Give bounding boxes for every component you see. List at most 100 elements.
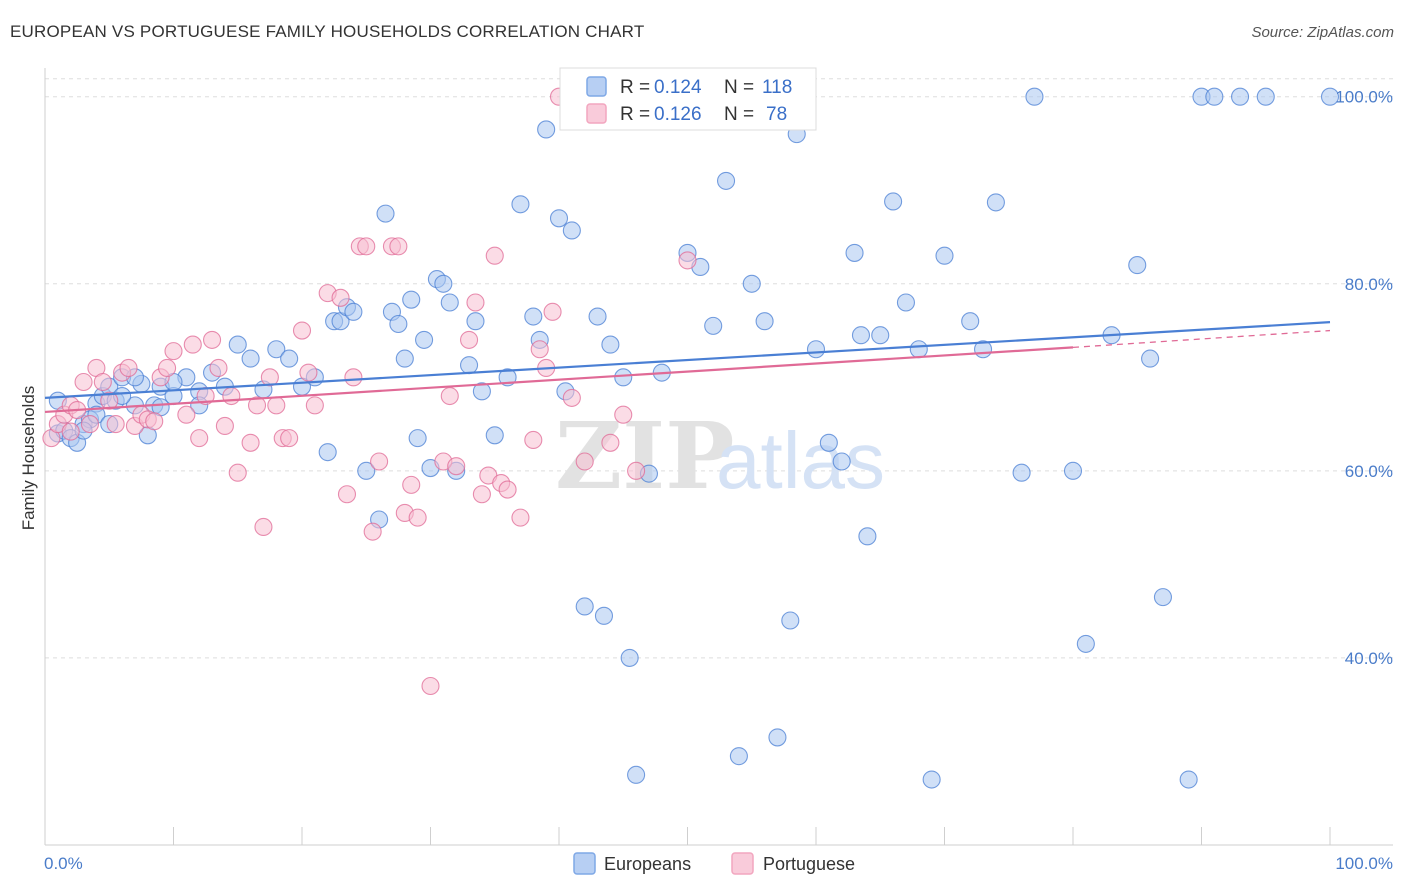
bottom-legend-swatch-europeans	[573, 852, 596, 875]
europeans-point-101	[1153, 588, 1172, 607]
europeans-point-106	[1256, 87, 1275, 106]
portuguese-point-21	[183, 335, 202, 354]
trend-lines	[44, 321, 1331, 414]
portuguese-point-42	[344, 368, 363, 387]
europeans-point-87	[896, 293, 916, 312]
axes	[44, 68, 1393, 846]
europeans-point-95	[1025, 87, 1044, 106]
europeans-point-52	[524, 307, 543, 326]
europeans-point-44	[440, 293, 459, 312]
legend-r-label-0: R =	[620, 77, 650, 98]
portuguese-point-18	[158, 358, 177, 378]
portuguese-point-58	[472, 485, 491, 504]
portuguese-point-16	[145, 412, 164, 431]
europeans-point-85	[871, 326, 890, 345]
europeans-point-65	[627, 765, 646, 784]
europeans-point-57	[562, 221, 581, 240]
portuguese-point-33	[267, 396, 286, 415]
source-label: Source: ZipAtlas.com	[1251, 24, 1394, 41]
europeans-point-62	[601, 335, 620, 354]
grid-lines	[45, 78, 1393, 659]
europeans-point-60	[588, 307, 607, 326]
portuguese-point-24	[203, 330, 222, 349]
europeans-point-48	[472, 382, 491, 401]
legend-n-label-1: N =	[724, 104, 754, 125]
europeans-point-24	[280, 349, 299, 368]
portuguese-point-69	[562, 388, 581, 407]
portuguese-point-41	[337, 485, 357, 504]
europeans-point-74	[755, 312, 774, 331]
portuguese-point-46	[370, 452, 389, 471]
portuguese-point-60	[485, 246, 504, 265]
legend-bottom: Europeans Portuguese	[573, 852, 855, 875]
bottom-legend-label-portuguese: Portuguese	[763, 854, 855, 874]
europeans-point-83	[851, 326, 871, 345]
x-tick-label-max: 100.0%	[1335, 854, 1393, 873]
europeans-point-49	[485, 426, 504, 445]
europeans-point-80	[819, 433, 838, 452]
portuguese-point-57	[466, 293, 485, 312]
portuguese-point-73	[614, 405, 633, 424]
y-tick-label-3: 100.0%	[1335, 88, 1393, 107]
portuguese-point-48	[389, 237, 408, 256]
europeans-points	[48, 87, 1340, 789]
europeans-point-94	[1012, 463, 1031, 482]
portuguese-point-30	[247, 396, 267, 415]
legend-n-value-0: 118	[762, 77, 792, 98]
portuguese-point-35	[280, 429, 299, 448]
europeans-point-39	[408, 429, 427, 448]
europeans-point-21	[241, 349, 260, 368]
europeans-point-86	[884, 192, 903, 211]
europeans-point-107	[1320, 87, 1340, 106]
europeans-point-89	[922, 770, 941, 789]
portuguese-point-44	[357, 237, 376, 256]
portuguese-point-19	[164, 342, 183, 361]
europeans-point-61	[594, 606, 614, 625]
portuguese-point-75	[678, 251, 697, 270]
europeans-point-58	[575, 597, 594, 616]
legend-swatch-portuguese	[586, 103, 607, 124]
europeans-point-36	[389, 314, 408, 334]
europeans-point-96	[1063, 461, 1083, 480]
europeans-point-72	[729, 747, 748, 766]
europeans-point-91	[961, 312, 980, 331]
legend-n-value-1: 78	[766, 104, 787, 125]
europeans-point-32	[357, 461, 376, 480]
portuguese-point-63	[511, 508, 530, 527]
portuguese-point-28	[228, 463, 247, 482]
portuguese-point-64	[524, 430, 543, 450]
legend-r-label-1: R =	[620, 104, 650, 125]
portuguese-trend-line	[44, 346, 1074, 414]
portuguese-point-25	[209, 358, 228, 378]
europeans-point-34	[376, 204, 395, 223]
europeans-point-31	[344, 302, 363, 321]
portuguese-point-54	[440, 386, 459, 406]
europeans-point-105	[1231, 87, 1250, 106]
portuguese-point-38	[305, 396, 324, 415]
portuguese-point-37	[299, 363, 318, 382]
y-tick-label-1: 60.0%	[1345, 462, 1393, 481]
europeans-point-40	[415, 330, 434, 349]
portuguese-point-51	[408, 508, 427, 527]
portuguese-point-22	[190, 429, 209, 448]
portuguese-trend-line-dashed	[1072, 329, 1331, 349]
portuguese-point-32	[260, 368, 279, 387]
portuguese-point-55	[447, 457, 466, 476]
portuguese-point-9	[100, 391, 119, 410]
europeans-point-102	[1179, 770, 1198, 789]
portuguese-point-29	[241, 433, 260, 452]
portuguese-point-10	[106, 415, 125, 434]
y-tick-label-0: 40.0%	[1345, 649, 1393, 668]
europeans-point-81	[832, 452, 851, 471]
portuguese-point-56	[459, 330, 479, 349]
portuguese-point-26	[215, 416, 234, 436]
europeans-point-90	[935, 246, 954, 265]
portuguese-point-77	[61, 422, 80, 441]
europeans-point-99	[1128, 256, 1147, 275]
europeans-point-71	[716, 171, 736, 190]
europeans-point-43	[434, 274, 453, 293]
legend-r-value-0: 0.124	[654, 77, 702, 98]
europeans-point-55	[549, 209, 569, 228]
europeans-point-97	[1076, 634, 1095, 653]
portuguese-point-5	[74, 372, 93, 392]
